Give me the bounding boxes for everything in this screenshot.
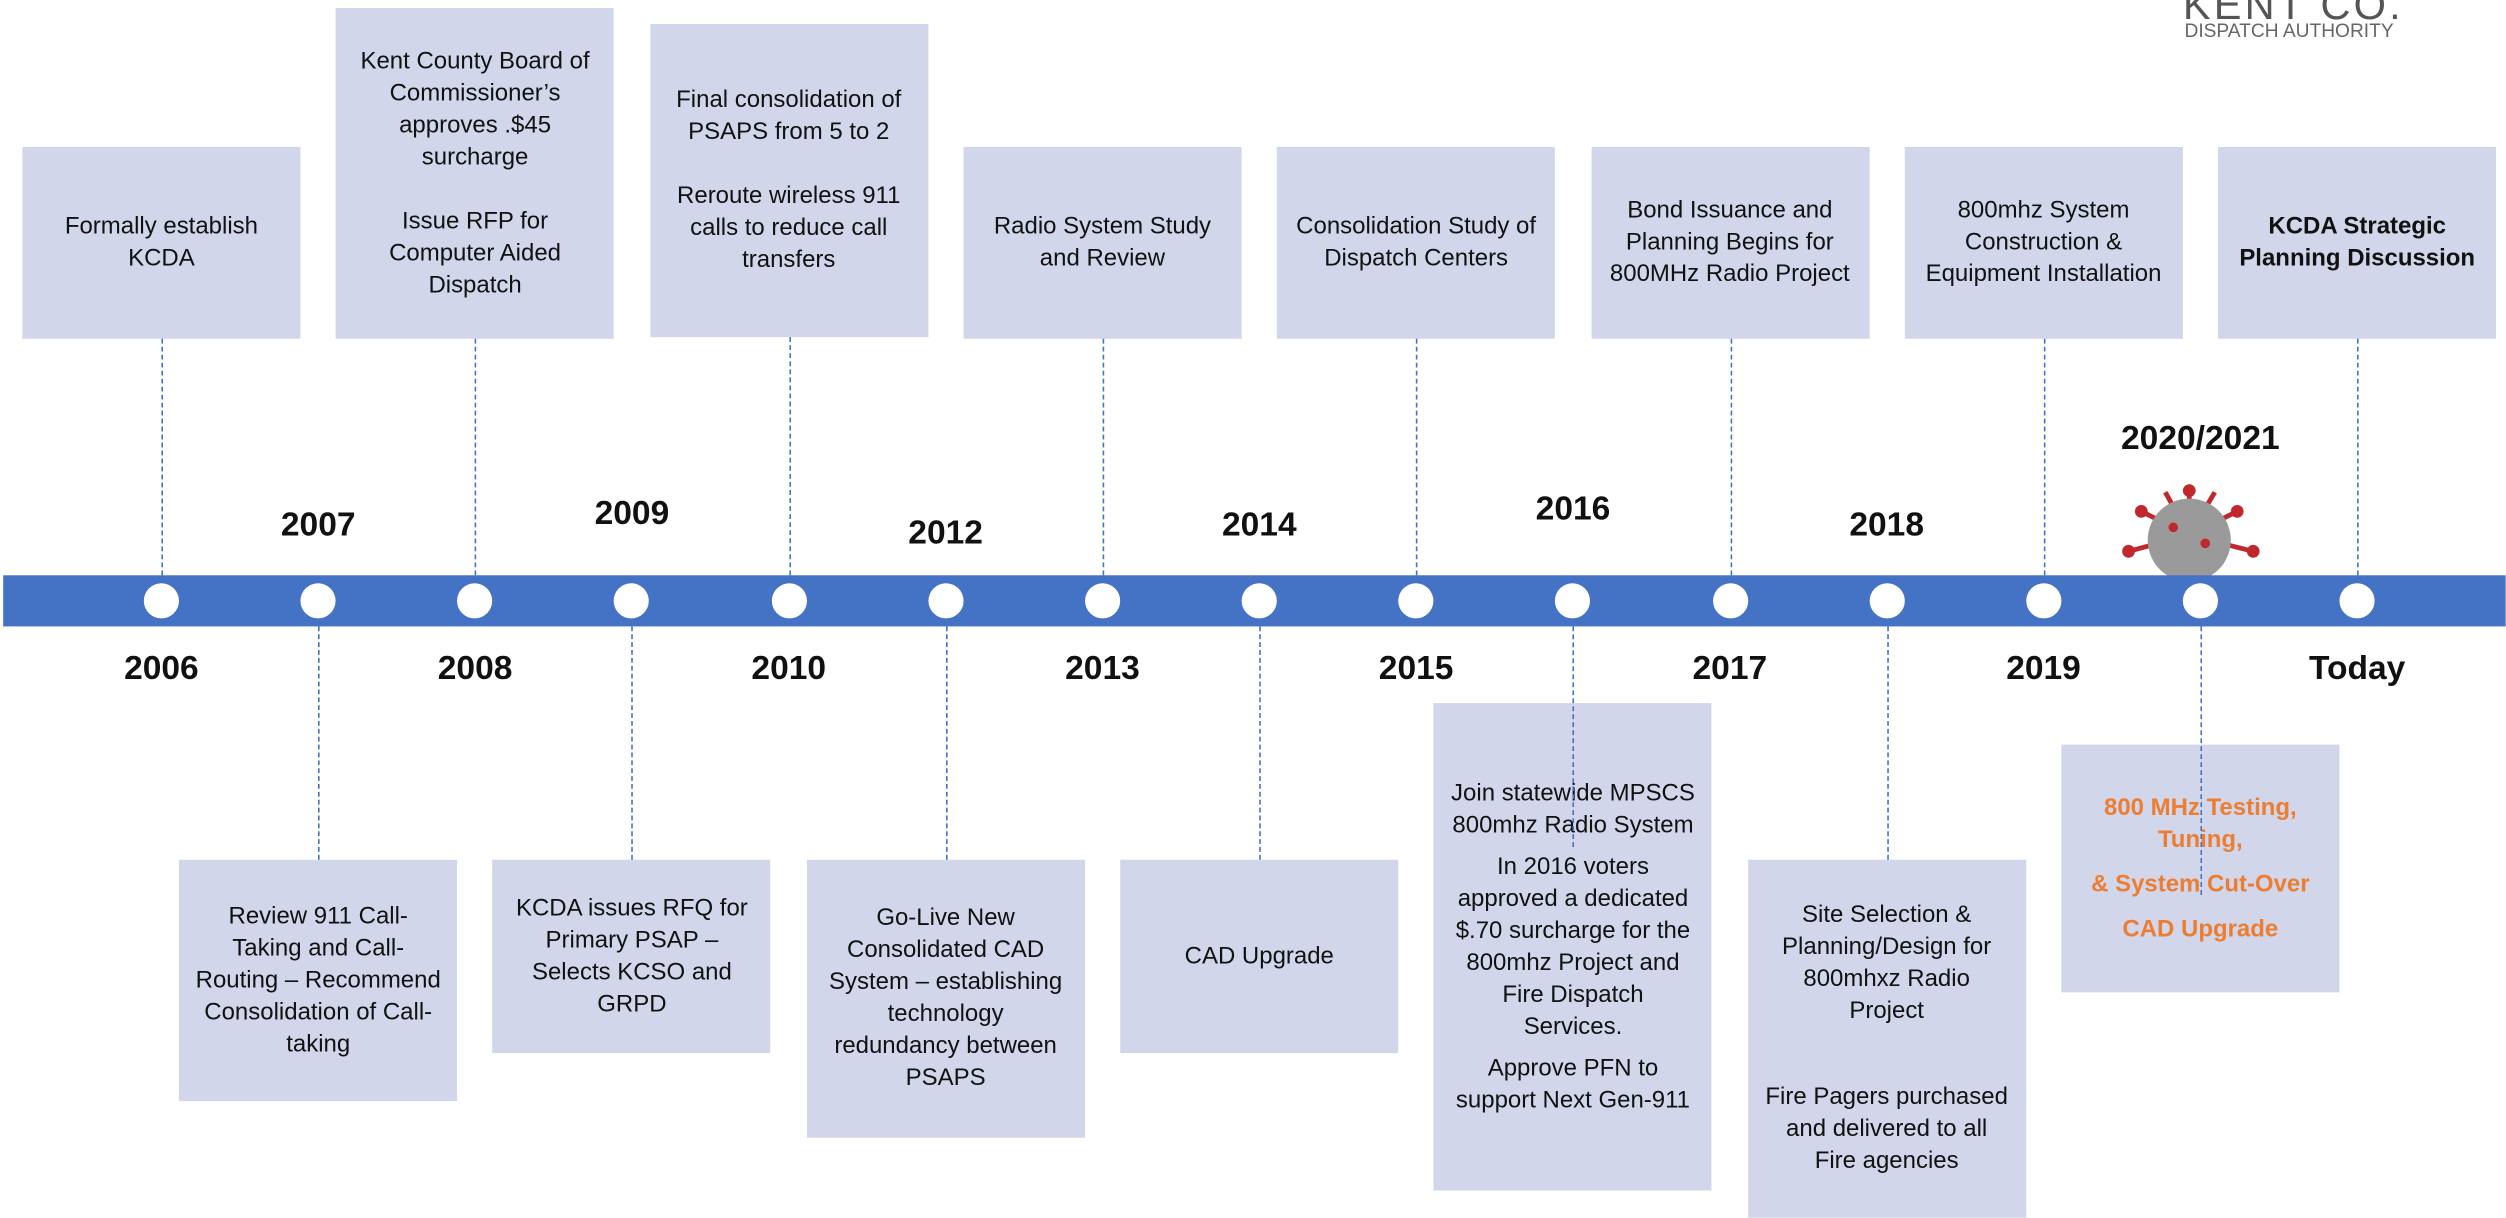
connector [789,337,791,575]
event-box: 800mhz System Construction & Equipment I… [1904,147,2182,339]
event-box: KCDA issues RFQ for Primary PSAP – Selec… [493,860,771,1053]
connector [1887,626,1889,859]
event-box: Site Selection & Planning/Design for 800… [1748,860,2026,1218]
event-text: Approve PFN to support Next Gen-911 [1450,1052,1696,1116]
connector [161,339,163,576]
event-text: In 2016 voters approved a dedicated $.70… [1450,851,1696,1043]
connector [318,626,320,859]
year-label: 2006 [66,650,258,688]
year-label: 2014 [1163,507,1355,545]
event-text: CAD Upgrade [2122,913,2278,945]
year-label: 2019 [1948,650,2140,688]
year-label: 2008 [379,650,571,688]
event-box: Bond Issuance and Planning Begins for 80… [1591,147,1869,339]
connector [2200,626,2202,894]
year-label: 2020/2021 [2104,420,2296,458]
event-text: KCDA issues RFQ for Primary PSAP – Selec… [509,892,755,1020]
year-label: 2007 [222,507,414,545]
year-label: 2012 [850,515,1042,553]
year-label: 2016 [1477,491,1669,529]
event-box: Formally establish KCDA [22,147,300,339]
event-text: 800mhz System Construction & Equipment I… [1920,195,2166,291]
connector [1259,626,1261,859]
timeline-dot [2026,583,2061,618]
timeline-dot [1869,583,1904,618]
event-box: Kent County Board of Commissioner’s appr… [336,8,614,339]
event-text: Radio System Study and Review [979,211,1225,275]
event-text: Bond Issuance and Planning Begins for 80… [1607,195,1853,291]
timeline-dot [1242,583,1277,618]
year-label: 2013 [1007,650,1199,688]
event-text: CAD Upgrade [1185,940,1334,972]
page: KENT CO. DISPATCH AUTHORITY Formally est… [0,0,2506,1218]
timeline-dot [301,583,336,618]
connector [1102,339,1104,576]
connector [946,626,948,859]
connector [475,339,477,576]
event-text: Fire Pagers purchased and delivered to a… [1764,1082,2010,1178]
event-text: Reroute wireless 911 calls to reduce cal… [666,181,912,277]
connector [2357,339,2359,576]
event-box: Consolidation Study of Dispatch Centers [1277,147,1555,339]
event-text: Kent County Board of Commissioner’s appr… [352,46,598,174]
year-label: 2010 [693,650,885,688]
event-text: Formally establish KCDA [38,211,284,275]
timeline-dot [1712,583,1747,618]
event-text: Review 911 Call-Taking and Call-Routing … [195,900,441,1060]
connector [2044,339,2046,576]
event-box: KCDA Strategic Planning Discussion [2218,147,2496,339]
timeline-dot [144,583,179,618]
timeline-dot [928,583,963,618]
year-label: 2015 [1320,650,1512,688]
connector [632,626,634,859]
event-box: Final consolidation of PSAPS from 5 to 2… [650,24,928,337]
logo-subtitle: DISPATCH AUTHORITY [2184,19,2393,41]
event-text: Site Selection & Planning/Design for 800… [1764,900,2010,1028]
timeline-dot [771,583,806,618]
event-text: Go-Live New Consolidated CAD System – es… [823,903,1069,1095]
event-text: Consolidation Study of Dispatch Centers [1293,211,1539,275]
year-label: Today [2261,650,2453,688]
connector [1730,339,1732,576]
event-box: Radio System Study and Review [963,147,1241,339]
year-label: 2017 [1634,650,1826,688]
timeline-stage: KENT CO. DISPATCH AUTHORITY Formally est… [0,0,2506,1218]
event-box: Review 911 Call-Taking and Call-Routing … [179,860,457,1101]
connector [1573,626,1575,847]
event-text: Issue RFP for Computer Aided Dispatch [352,205,598,301]
connector [1416,339,1418,576]
event-box: Go-Live New Consolidated CAD System – es… [807,860,1085,1138]
event-text: KCDA Strategic Planning Discussion [2234,211,2480,275]
event-box: CAD Upgrade [1120,860,1398,1053]
timeline-dot [2183,583,2218,618]
timeline-dot [1085,583,1120,618]
event-text: Final consolidation of PSAPS from 5 to 2 [666,85,912,149]
timeline-dot [2340,583,2375,618]
year-label: 2018 [1791,507,1983,545]
year-label: 2009 [536,495,728,533]
